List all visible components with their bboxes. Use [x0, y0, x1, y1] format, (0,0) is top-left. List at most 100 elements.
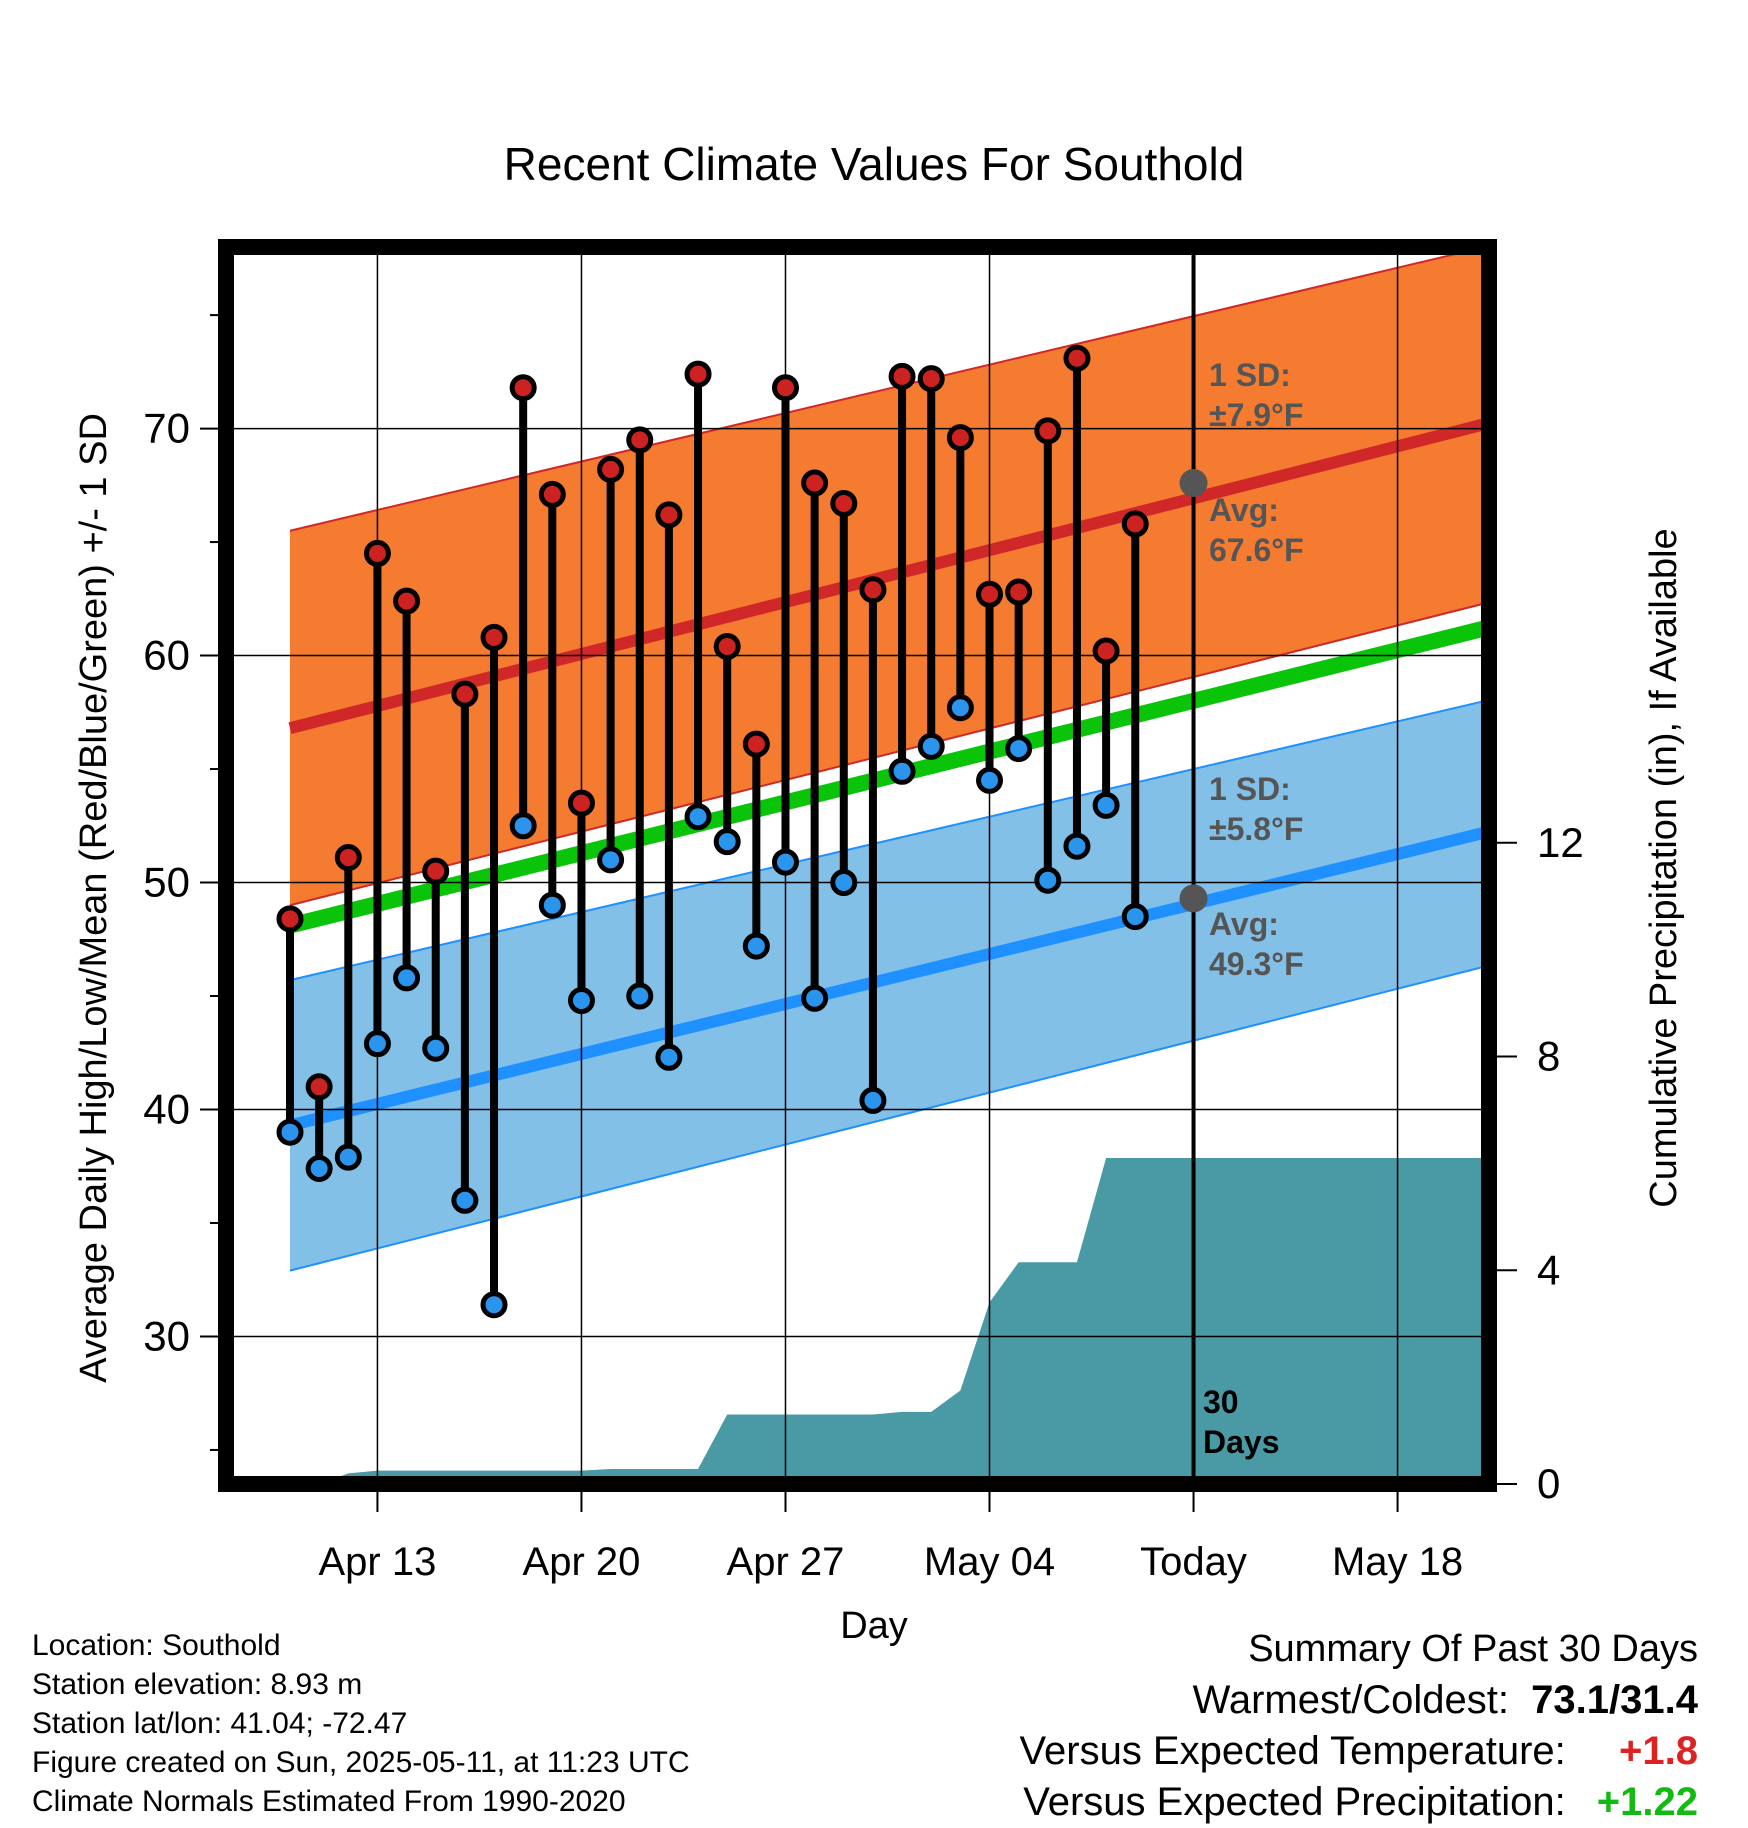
daily-high-marker: [655, 501, 683, 529]
summary-precip-value: +1.22: [1596, 1780, 1698, 1824]
daily-low-marker: [276, 1118, 304, 1146]
high-sd-annotation-line: 1 SD:: [1209, 357, 1291, 393]
high-avg-annotation-line: Avg:: [1209, 492, 1279, 528]
daily-high-marker: [422, 857, 450, 885]
daily-high-marker: [771, 374, 799, 402]
daily-low-marker: [1063, 832, 1091, 860]
y2-tick-label: 0: [1537, 1460, 1560, 1507]
daily-low-marker: [363, 1030, 391, 1058]
avg-high-line: [288, 418, 1487, 734]
daily-low-marker: [888, 757, 916, 785]
daily-high-marker: [888, 362, 916, 390]
daily-low-marker: [830, 869, 858, 897]
daily-low-marker: [626, 982, 654, 1010]
summary-temp-row: Versus Expected Temperature: +1.8: [1020, 1726, 1698, 1777]
daily-low-marker: [976, 766, 1004, 794]
climate-normals-note: Climate Normals Estimated From 1990-2020: [32, 1785, 626, 1818]
station-elevation: Station elevation: 8.93 m: [32, 1668, 363, 1701]
y2-tick-label: 4: [1537, 1246, 1560, 1293]
daily-low-marker: [509, 812, 537, 840]
low-avg-annotation: Avg: 49.3°F: [1209, 906, 1304, 982]
daily-high-marker: [363, 539, 391, 567]
daily-high-marker: [509, 374, 537, 402]
y2-axis-label: Cumulative Precipitation (in), If Availa…: [1643, 528, 1685, 1207]
low-sd-annotation-line: 1 SD:: [1209, 771, 1291, 807]
y2-tick-label: 12: [1537, 819, 1584, 866]
x-tick-label: May 04: [924, 1540, 1055, 1584]
low-avg-annotation-line: 49.3°F: [1209, 946, 1304, 982]
daily-low-marker: [422, 1034, 450, 1062]
high-sd-annotation-line: ±7.9°F: [1209, 397, 1303, 433]
high-sd-upper-edge: [289, 247, 1486, 532]
summary-warmest-row: Warmest/Coldest: 73.1/31.4: [1020, 1675, 1698, 1726]
daily-high-marker: [946, 424, 974, 452]
days-annotation-line: Days: [1203, 1424, 1280, 1460]
daily-low-marker: [742, 932, 770, 960]
daily-low-marker: [801, 984, 829, 1012]
summary-panel: Summary Of Past 30 Days Warmest/Coldest:…: [1020, 1623, 1698, 1828]
y-axis-label: Average Daily High/Low/Mean (Red/Blue/Gr…: [73, 413, 115, 1383]
days-annotation: 30 Days: [1203, 1384, 1280, 1460]
daily-high-marker: [917, 365, 945, 393]
high-sd-lower-edge: [289, 602, 1486, 907]
daily-high-marker: [451, 680, 479, 708]
low-sd-annotation: 1 SD: ±5.8°F: [1209, 771, 1303, 847]
daily-high-marker: [538, 480, 566, 508]
low-sd-band: [290, 700, 1485, 1271]
low-sd-lower-edge: [289, 965, 1486, 1272]
daily-low-marker: [538, 891, 566, 919]
y2-tick-label: 8: [1537, 1033, 1560, 1080]
y-tick-label: 70: [143, 405, 190, 452]
summary-precip-row: Versus Expected Precipitation: +1.22: [1020, 1777, 1698, 1828]
high-avg-annotation: Avg: 67.6°F: [1209, 492, 1304, 568]
daily-high-marker: [334, 844, 362, 872]
figure-created: Figure created on Sun, 2025-05-11, at 11…: [32, 1746, 690, 1779]
summary-title: Summary Of Past 30 Days: [1248, 1628, 1698, 1670]
daily-low-marker: [655, 1043, 683, 1071]
daily-high-marker: [567, 789, 595, 817]
daily-low-marker: [1005, 735, 1033, 763]
daily-low-marker: [771, 848, 799, 876]
daily-high-marker: [1121, 510, 1149, 538]
x-tick-label: Today: [1140, 1540, 1247, 1584]
daily-high-marker: [597, 455, 625, 483]
daily-high-marker: [830, 489, 858, 517]
summary-temp-value: +1.8: [1619, 1729, 1698, 1773]
daily-low-marker: [713, 828, 741, 856]
x-tick-label: Apr 20: [523, 1540, 641, 1584]
today-avg-low-marker: [1179, 884, 1208, 913]
x-tick-label: Apr 13: [319, 1540, 437, 1584]
low-sd-annotation-line: ±5.8°F: [1209, 811, 1303, 847]
x-tick-label: Apr 27: [727, 1540, 845, 1584]
daily-high-marker: [1063, 344, 1091, 372]
x-axis-label: Day: [840, 1605, 908, 1647]
daily-low-marker: [946, 694, 974, 722]
daily-high-marker: [276, 905, 304, 933]
high-sd-annotation: 1 SD: ±7.9°F: [1209, 357, 1303, 433]
y-tick-label: 30: [143, 1312, 190, 1359]
days-annotation-line: 30: [1203, 1384, 1239, 1420]
daily-low-marker: [334, 1143, 362, 1171]
daily-low-marker: [917, 732, 945, 760]
y-tick-label: 40: [143, 1085, 190, 1132]
low-sd-upper-edge: [289, 699, 1486, 982]
daily-high-marker: [713, 632, 741, 660]
daily-low-marker: [451, 1186, 479, 1214]
station-info: Location: Southold Station elevation: 8.…: [32, 1626, 690, 1821]
daily-high-marker: [859, 576, 887, 604]
daily-low-marker: [597, 846, 625, 874]
daily-high-marker: [801, 469, 829, 497]
grid: [226, 247, 1489, 1484]
daily-high-marker: [480, 623, 508, 651]
low-avg-annotation-line: Avg:: [1209, 906, 1279, 942]
y-tick-label: 60: [143, 632, 190, 679]
daily-high-marker: [1005, 578, 1033, 606]
avg-low-line: [288, 826, 1487, 1132]
daily-low-marker: [305, 1155, 333, 1183]
axes: 30 40 50 60 70 0 4 8 12 Apr 13 Apr 20 Apr 27 May 04 T…: [143, 239, 1584, 1584]
daily-high-marker: [393, 587, 421, 615]
daily-high-marker: [1092, 637, 1120, 665]
daily-low-marker: [1092, 791, 1120, 819]
plot-area: 1 SD: ±7.9°F Avg: 67.6°F 1 SD: ±5.8°F Avg: 49.3…: [226, 247, 1489, 1484]
avg-mean-line: [288, 620, 1487, 934]
